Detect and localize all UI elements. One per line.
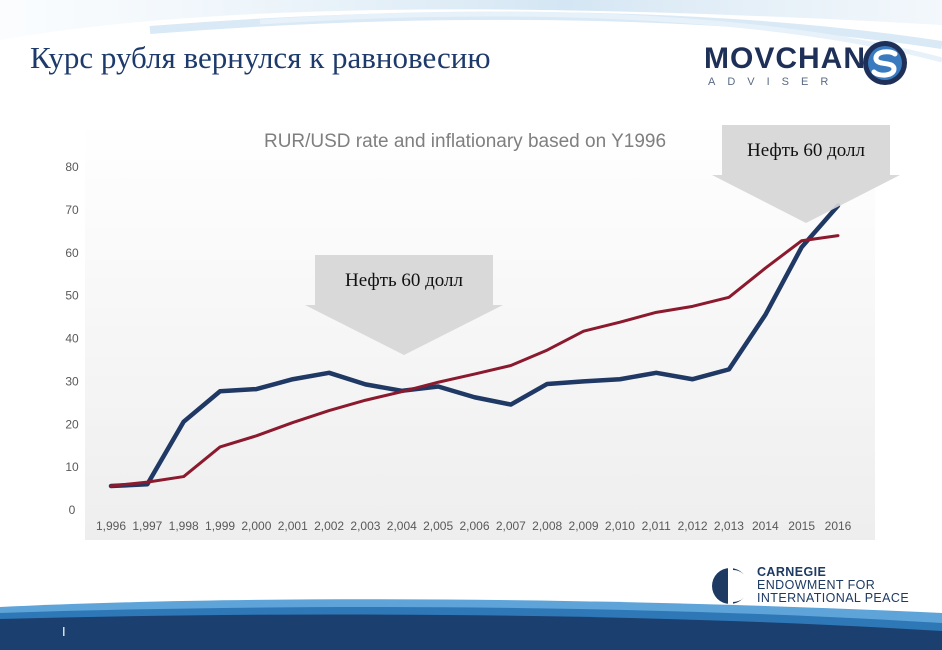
header-swoosh [0, 0, 942, 63]
x-tick-label: 2,005 [423, 519, 453, 533]
callout-label: Нефть 60 долл [747, 140, 866, 161]
series-line-inflation [109, 234, 840, 488]
x-tick-label: 2,006 [459, 519, 489, 533]
y-tick-label: 30 [65, 374, 79, 388]
page-number: I [62, 624, 66, 639]
slide-title: Курс рубля вернулся к равновесию [30, 40, 491, 75]
y-tick-label: 10 [65, 460, 79, 474]
callout-label: Нефть 60 долл [345, 270, 464, 291]
series-line-rate [108, 203, 841, 489]
x-tick-label: 2,008 [532, 519, 562, 533]
y-tick-label: 0 [69, 503, 76, 517]
x-tick-label: 2016 [825, 519, 852, 533]
oil-price-callout: Нефть 60 долл [712, 125, 900, 223]
x-tick-label: 2,013 [714, 519, 744, 533]
carnegie-line-1: CARNEGIE [757, 565, 827, 579]
x-tick-label: 2,011 [642, 519, 671, 533]
x-tick-label: 2,012 [678, 519, 708, 533]
x-tick-label: 2014 [752, 519, 779, 533]
logo-word: MOVCHAN [704, 42, 866, 75]
callout-arrow [305, 255, 503, 355]
x-tick-label: 1,997 [132, 519, 162, 533]
x-tick-label: 2,007 [496, 519, 526, 533]
series-lines [108, 203, 841, 489]
x-tick-label: 2,000 [241, 519, 271, 533]
line-chart: RUR/USD rate and inflationary based on Y… [65, 120, 900, 540]
y-tick-label: 40 [65, 332, 79, 346]
x-tick-label: 1,999 [205, 519, 235, 533]
logo-sub: ADVISER [708, 76, 841, 88]
carnegie-line-3: INTERNATIONAL PEACE [757, 591, 910, 605]
x-axis: 1,996 1,997 1,998 1,999 2,000 2,001 2,002 2,003… [96, 519, 852, 533]
x-tick-label: 1,998 [169, 519, 199, 533]
x-tick-label: 2,002 [314, 519, 344, 533]
oil-price-callout: Нефть 60 долл [305, 255, 503, 355]
x-tick-label: 2,010 [605, 519, 635, 533]
movchan-s-icon [863, 41, 907, 85]
y-tick-label: 60 [65, 246, 79, 260]
footer-band [0, 599, 942, 650]
x-tick-label: 2015 [788, 519, 815, 533]
x-tick-label: 2,009 [569, 519, 599, 533]
carnegie-logo: CARNEGIE ENDOWMENT FOR INTERNATIONAL PEA… [711, 566, 931, 608]
y-tick-label: 20 [65, 417, 79, 431]
carnegie-emblem-icon [712, 568, 749, 604]
x-tick-label: 1,996 [96, 519, 126, 533]
y-axis: 0 10 20 30 40 50 60 70 80 [65, 160, 79, 517]
chart-title: RUR/USD rate and inflationary based on Y… [264, 131, 666, 152]
callout-arrow [712, 125, 900, 223]
y-tick-label: 50 [65, 289, 79, 303]
callouts: Нефть 60 долл Нефть 60 долл [305, 125, 900, 355]
movchan-logo: MOVCHAN ADVISER [704, 40, 914, 100]
carnegie-line-2: ENDOWMENT FOR [757, 578, 876, 592]
x-tick-label: 2,001 [278, 519, 308, 533]
x-tick-label: 2,003 [350, 519, 380, 533]
y-tick-label: 80 [65, 160, 79, 174]
x-tick-label: 2,004 [387, 519, 417, 533]
y-tick-label: 70 [65, 203, 79, 217]
